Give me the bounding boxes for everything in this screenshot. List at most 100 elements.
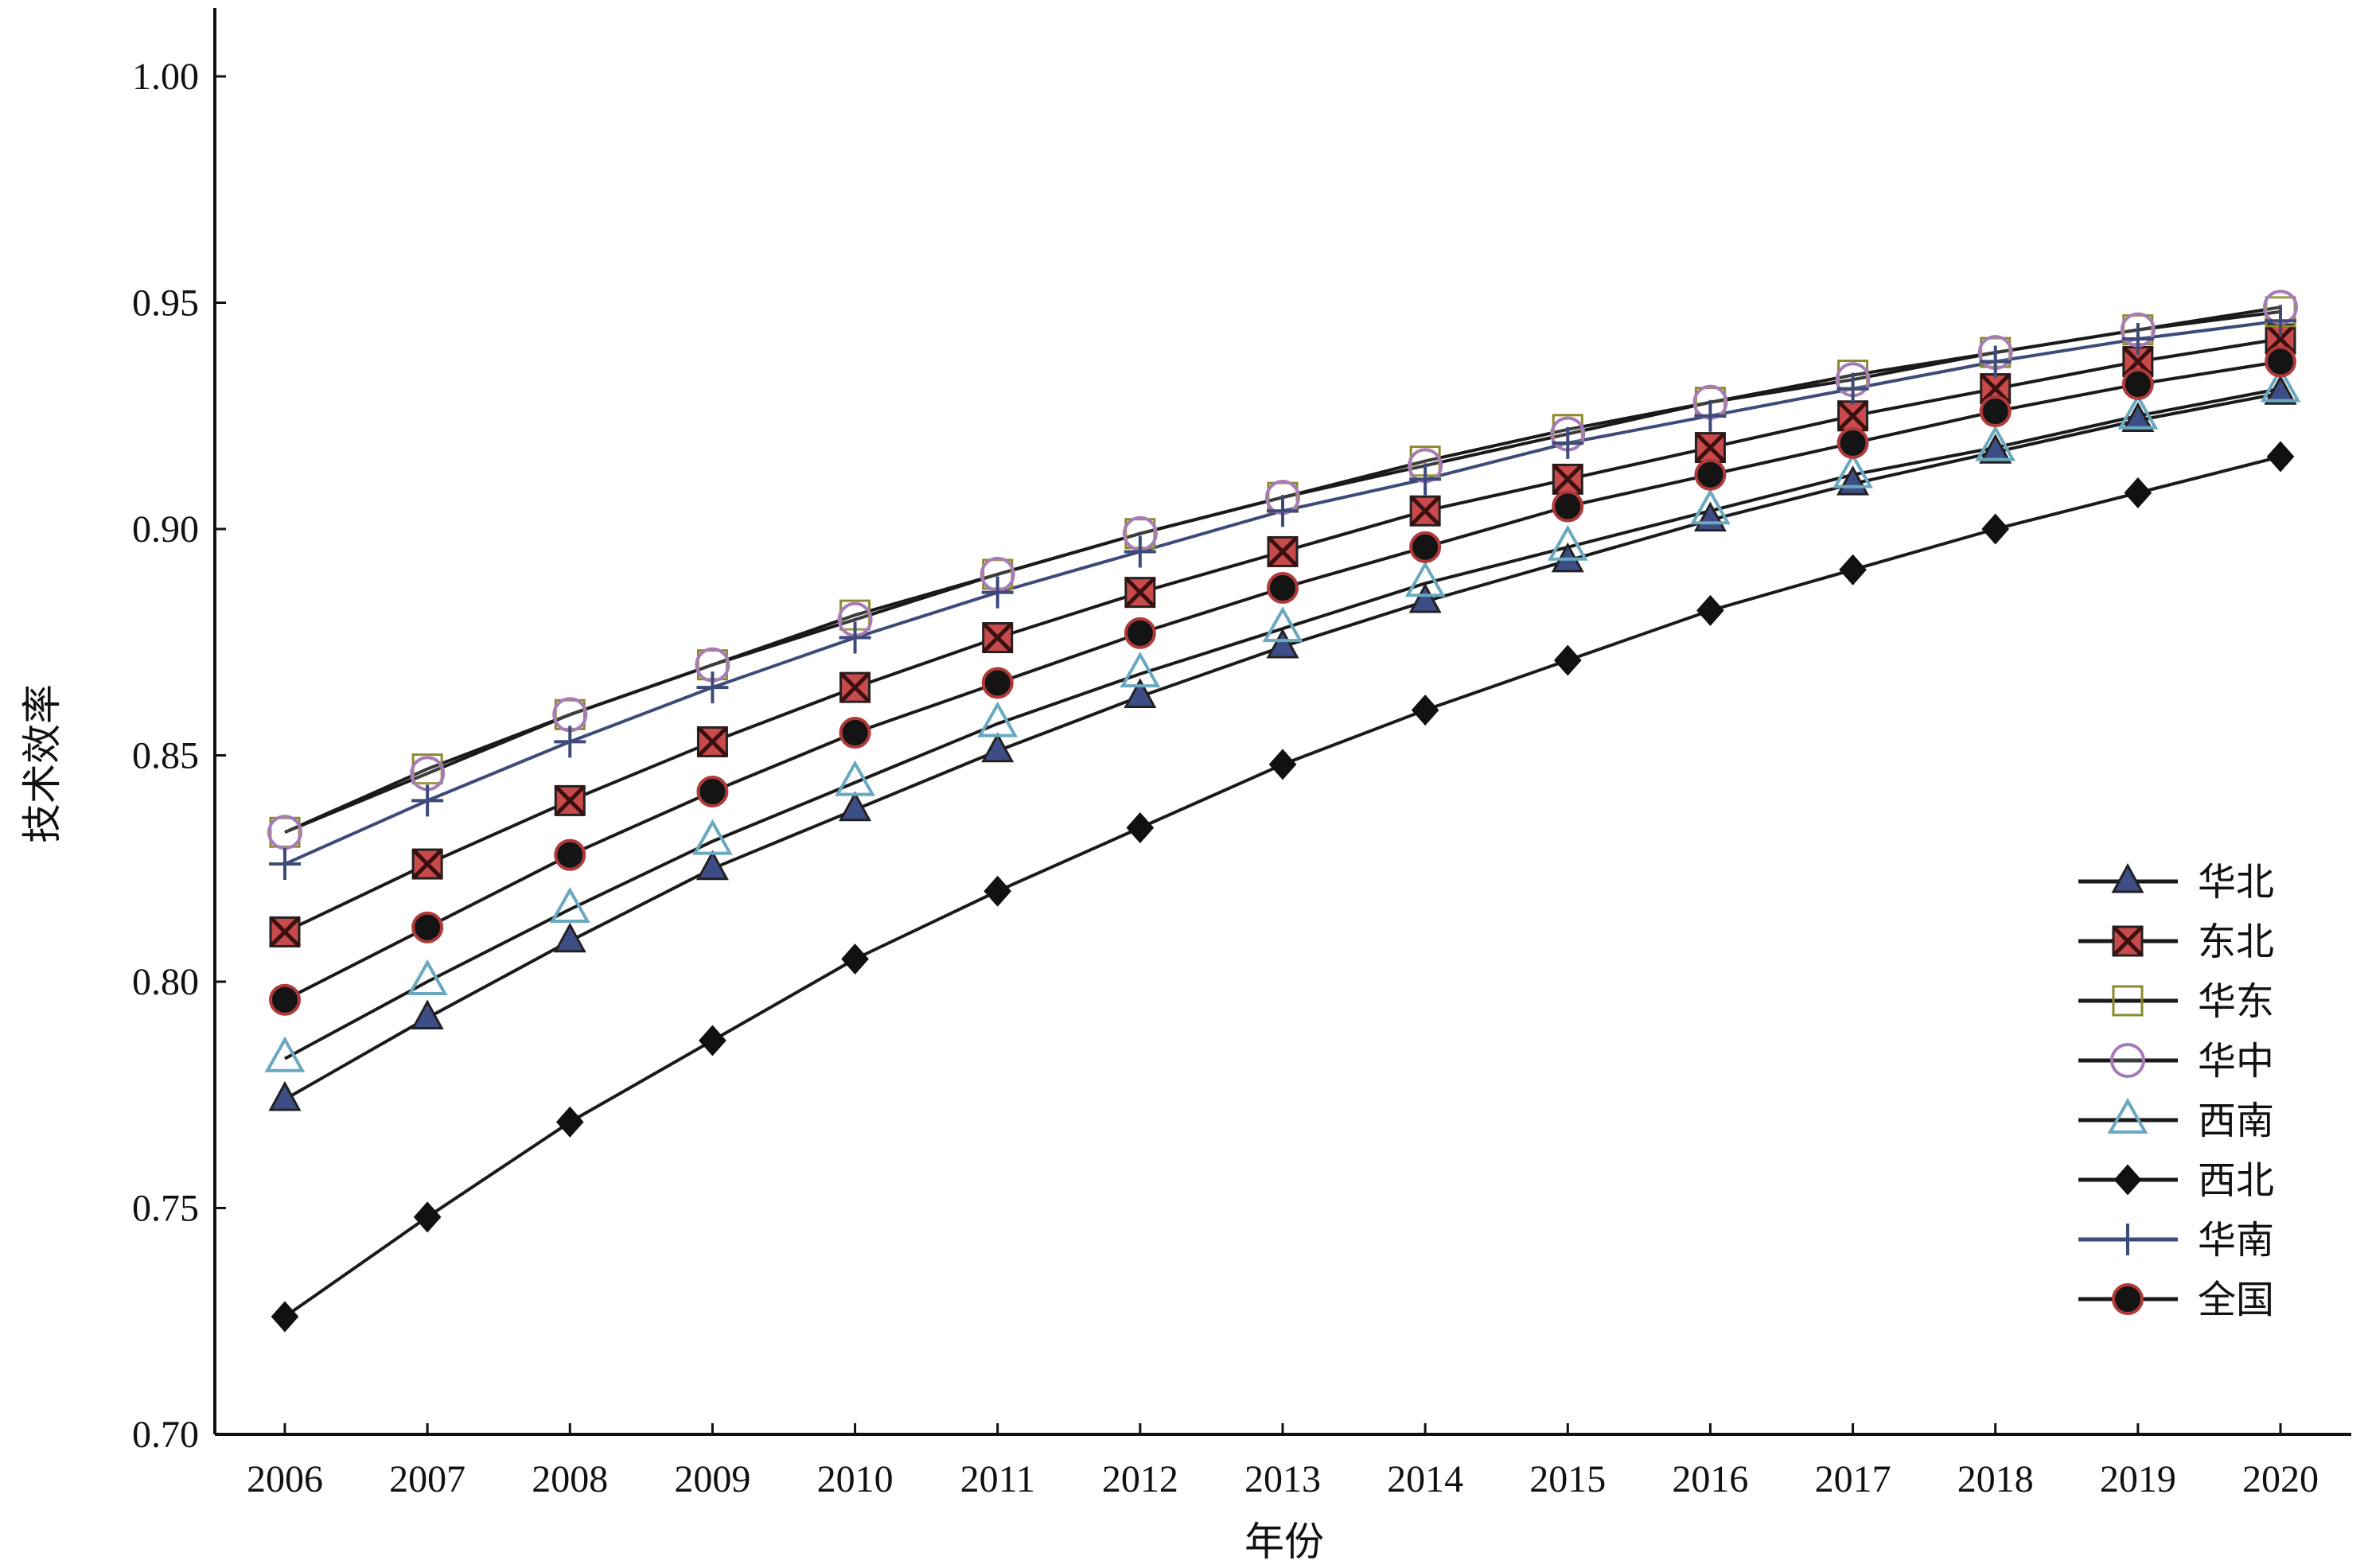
data-point bbox=[1408, 582, 1442, 613]
data-point bbox=[1409, 463, 1442, 496]
series-markers-8 bbox=[269, 345, 2296, 1016]
data-point bbox=[407, 959, 448, 995]
data-point bbox=[1979, 345, 2012, 378]
legend-item: 东北 bbox=[2078, 920, 2274, 964]
data-point bbox=[839, 791, 872, 822]
x-tick-label: 2015 bbox=[1529, 1458, 1606, 1500]
data-point bbox=[981, 732, 1015, 763]
x-tick-label: 2020 bbox=[2242, 1458, 2319, 1500]
data-point bbox=[1552, 426, 1584, 459]
y-tick-label: 0.70 bbox=[132, 1414, 199, 1456]
y-tick-label: 0.85 bbox=[132, 735, 199, 777]
data-point bbox=[692, 819, 733, 855]
legend-marker bbox=[2110, 1043, 2145, 1078]
x-tick-label: 2012 bbox=[1102, 1458, 1178, 1500]
data-point bbox=[981, 621, 1014, 654]
data-point bbox=[1267, 535, 1299, 568]
y-tick-label: 0.75 bbox=[132, 1188, 199, 1230]
data-point bbox=[981, 576, 1014, 609]
data-point bbox=[1262, 606, 1303, 643]
data-point bbox=[553, 922, 586, 953]
data-point bbox=[696, 776, 729, 808]
legend-item: 华中 bbox=[2078, 1039, 2274, 1084]
legend-marker bbox=[2112, 1283, 2144, 1315]
series-markers-5 bbox=[264, 366, 2301, 1072]
data-point bbox=[1836, 399, 1869, 432]
series-layer bbox=[264, 290, 2301, 1333]
data-point bbox=[2121, 402, 2155, 432]
data-point bbox=[1124, 576, 1156, 609]
series-markers-7 bbox=[269, 305, 2296, 881]
data-point bbox=[411, 999, 444, 1030]
data-point bbox=[554, 726, 586, 758]
y-tick-label: 0.80 bbox=[132, 961, 199, 1003]
data-point bbox=[696, 671, 729, 704]
x-tick-label: 2010 bbox=[817, 1458, 894, 1500]
data-point bbox=[549, 886, 590, 923]
data-point bbox=[2124, 477, 2152, 508]
legend-item: 华南 bbox=[2078, 1218, 2274, 1263]
data-point bbox=[1124, 617, 1156, 649]
data-point bbox=[1836, 426, 1869, 459]
data-point bbox=[1553, 644, 1582, 676]
x-tick-label: 2016 bbox=[1672, 1458, 1748, 1500]
data-point bbox=[981, 667, 1014, 699]
data-point bbox=[411, 911, 444, 944]
data-point bbox=[268, 1080, 302, 1111]
legend-item: 全国 bbox=[2078, 1278, 2274, 1322]
data-point bbox=[1411, 695, 1439, 726]
legend-item: 华北 bbox=[2078, 860, 2274, 905]
data-point bbox=[411, 784, 444, 817]
x-tick-label: 2008 bbox=[532, 1458, 608, 1500]
data-point bbox=[841, 944, 869, 975]
data-point bbox=[839, 621, 871, 654]
data-point bbox=[1267, 495, 1299, 527]
data-point bbox=[983, 875, 1012, 907]
data-point bbox=[1975, 425, 2016, 461]
data-point bbox=[267, 815, 302, 850]
data-point bbox=[699, 1025, 726, 1056]
data-point bbox=[1552, 490, 1584, 523]
data-point bbox=[695, 850, 729, 881]
data-point bbox=[1266, 628, 1299, 659]
data-point bbox=[411, 848, 443, 880]
data-point bbox=[1404, 561, 1446, 597]
data-point bbox=[977, 701, 1018, 737]
data-point bbox=[1836, 372, 1869, 405]
data-point bbox=[555, 1106, 584, 1138]
data-point bbox=[1696, 594, 1724, 626]
y-axis-title: 技术效率 bbox=[19, 684, 65, 843]
data-point bbox=[2260, 366, 2301, 403]
data-point bbox=[1979, 395, 2012, 428]
legend-label: 东北 bbox=[2198, 920, 2274, 964]
data-point bbox=[269, 848, 301, 881]
data-point bbox=[839, 717, 871, 749]
x-tick-label: 2007 bbox=[389, 1458, 465, 1500]
data-point bbox=[2266, 441, 2295, 473]
legend-marker bbox=[2112, 985, 2144, 1017]
data-point bbox=[1839, 554, 1867, 586]
data-point bbox=[2117, 393, 2159, 430]
y-tick-label: 0.95 bbox=[132, 282, 199, 325]
data-point bbox=[1690, 488, 1731, 525]
x-axis-title: 年份 bbox=[1244, 1519, 1324, 1565]
data-point bbox=[2121, 323, 2154, 356]
data-point bbox=[410, 756, 446, 792]
y-tick-label: 0.90 bbox=[132, 508, 199, 551]
legend-item: 西北 bbox=[2078, 1158, 2274, 1203]
axes: 0.70 0.75 0.80 0.85 0.90 0.95 1.00 2006 2007 2008… bbox=[132, 8, 2351, 1500]
x-tick-label: 2009 bbox=[674, 1458, 750, 1500]
y-tick-label: 1.00 bbox=[132, 56, 199, 98]
data-point bbox=[2264, 375, 2297, 405]
data-point bbox=[1126, 812, 1155, 844]
data-point bbox=[264, 1036, 306, 1072]
data-point bbox=[1694, 431, 1727, 464]
x-tick-label: 2006 bbox=[247, 1458, 323, 1500]
x-tick-label: 2013 bbox=[1244, 1458, 1321, 1500]
series-markers-1 bbox=[268, 375, 2297, 1111]
legend-marker bbox=[2113, 1164, 2142, 1196]
data-point bbox=[1979, 434, 2012, 464]
data-point bbox=[835, 760, 875, 796]
